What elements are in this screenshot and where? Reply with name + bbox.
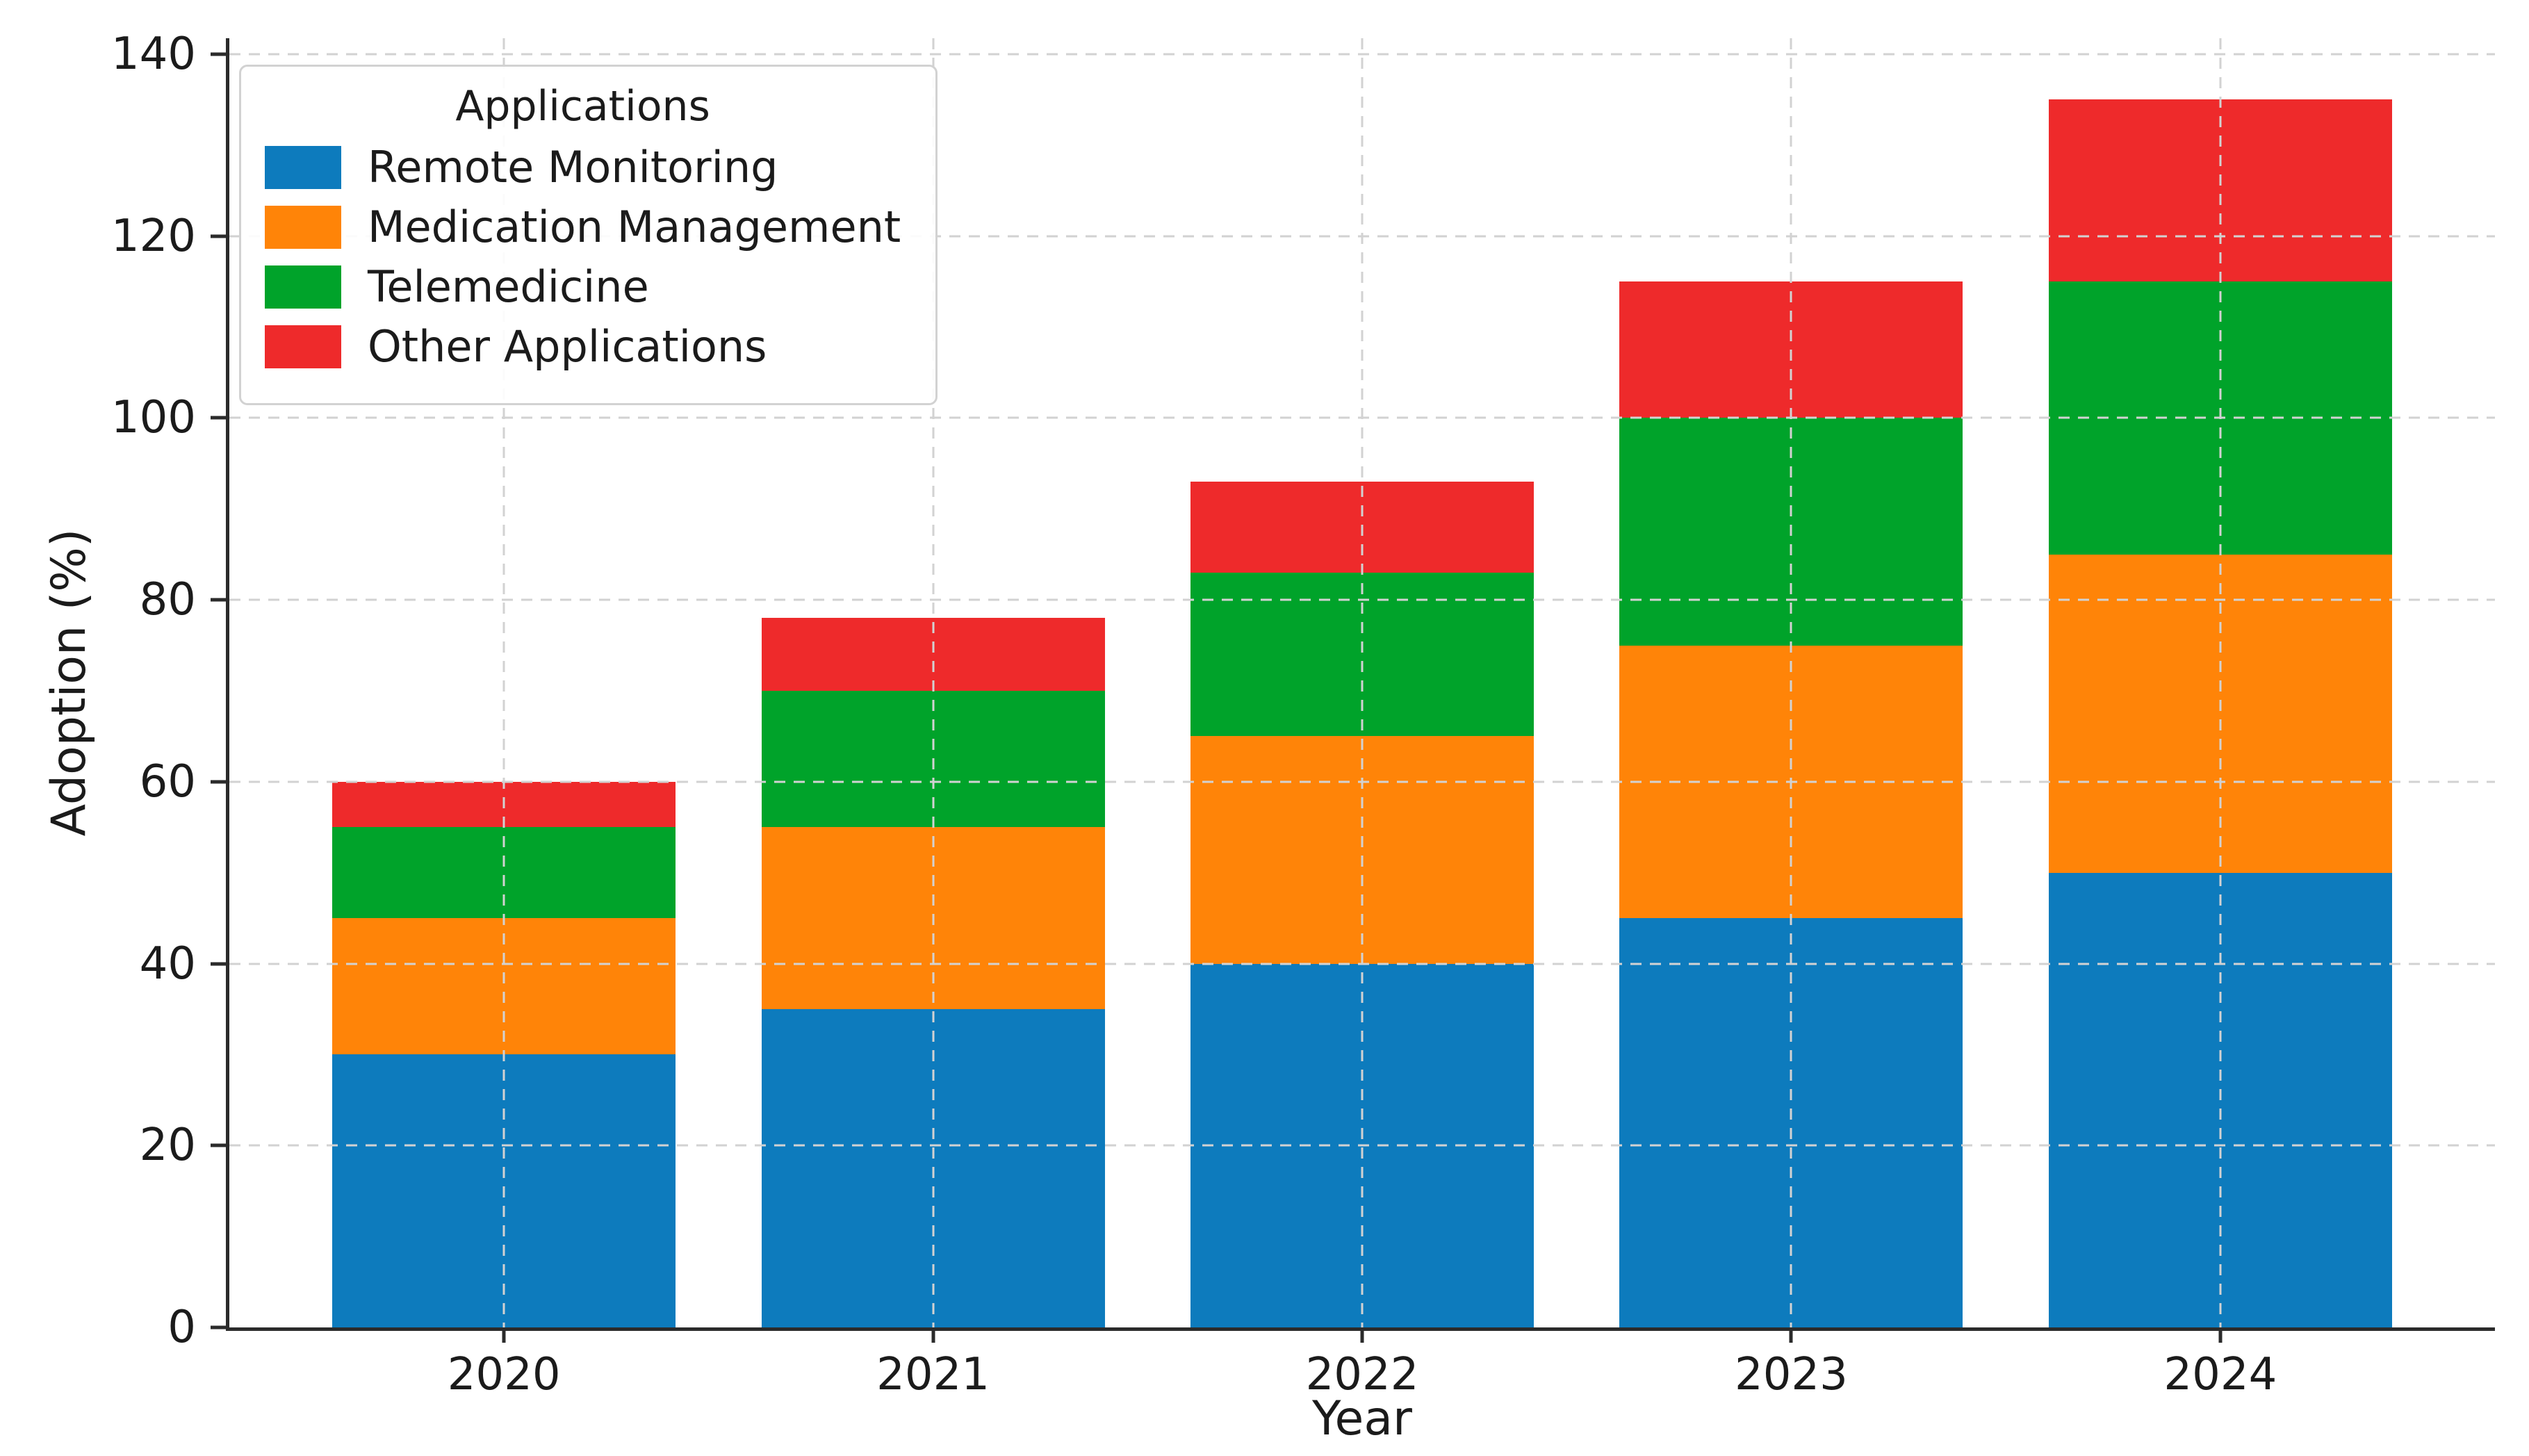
y-axis-label: Adoption (%) xyxy=(42,528,97,837)
x-tick-label-2021: 2021 xyxy=(876,1349,990,1400)
x-tick-label-2023: 2023 xyxy=(1734,1349,1848,1400)
x-tick-label-2020: 2020 xyxy=(447,1349,561,1400)
legend-swatch-telemedicine xyxy=(265,265,341,309)
legend: Applications Remote Monitoring Medication… xyxy=(239,65,938,405)
legend-entry-other-applications: Other Applications xyxy=(265,325,901,368)
legend-swatch-medication-management xyxy=(265,206,341,249)
y-tick-label-60: 60 xyxy=(139,755,196,808)
x-tick-2024 xyxy=(2218,1327,2223,1343)
y-tick-0 xyxy=(211,1325,226,1330)
plot-area: Applications Remote Monitoring Medication… xyxy=(111,32,2495,1397)
y-tick-label-40: 40 xyxy=(139,938,196,990)
gridline-x-2020 xyxy=(502,38,505,1327)
legend-swatch-other-applications xyxy=(265,325,341,368)
x-tick-2021 xyxy=(931,1327,935,1343)
y-tick-label-100: 100 xyxy=(111,392,196,444)
x-axis-label: Year xyxy=(1312,1391,1412,1446)
y-tick-100 xyxy=(211,416,226,420)
legend-entry-telemedicine: Telemedicine xyxy=(265,265,901,309)
gridline-x-2023 xyxy=(1790,38,1792,1327)
gridline-x-2021 xyxy=(932,38,935,1327)
legend-entry-remote-monitoring: Remote Monitoring xyxy=(265,146,901,189)
y-tick-label-140: 140 xyxy=(111,28,196,80)
y-tick-80 xyxy=(211,598,226,602)
y-tick-140 xyxy=(211,52,226,56)
legend-label-medication-management: Medication Management xyxy=(368,202,901,252)
x-tick-label-2024: 2024 xyxy=(2163,1349,2277,1400)
legend-entry-medication-management: Medication Management xyxy=(265,206,901,249)
legend-rows: Remote Monitoring Medication Management Te… xyxy=(265,146,901,368)
legend-label-remote-monitoring: Remote Monitoring xyxy=(368,142,778,193)
legend-swatch-remote-monitoring xyxy=(265,146,341,189)
legend-label-other-applications: Other Applications xyxy=(368,321,767,372)
legend-label-telemedicine: Telemedicine xyxy=(368,261,649,312)
x-tick-2023 xyxy=(1789,1327,1793,1343)
x-tick-label-2022: 2022 xyxy=(1305,1349,1419,1400)
y-tick-label-80: 80 xyxy=(139,574,196,626)
y-tick-20 xyxy=(211,1143,226,1147)
y-tick-60 xyxy=(211,780,226,784)
y-tick-label-0: 0 xyxy=(167,1302,196,1353)
gridline-x-2024 xyxy=(2219,38,2222,1327)
y-tick-label-20: 20 xyxy=(139,1120,196,1172)
y-tick-40 xyxy=(211,962,226,966)
y-tick-120 xyxy=(211,234,226,238)
x-tick-2020 xyxy=(502,1327,506,1343)
gridline-x-2022 xyxy=(1361,38,1364,1327)
y-axis-spine xyxy=(226,38,229,1331)
y-tick-label-120: 120 xyxy=(111,210,196,262)
x-tick-2022 xyxy=(1360,1327,1364,1343)
legend-title: Applications xyxy=(455,82,710,131)
